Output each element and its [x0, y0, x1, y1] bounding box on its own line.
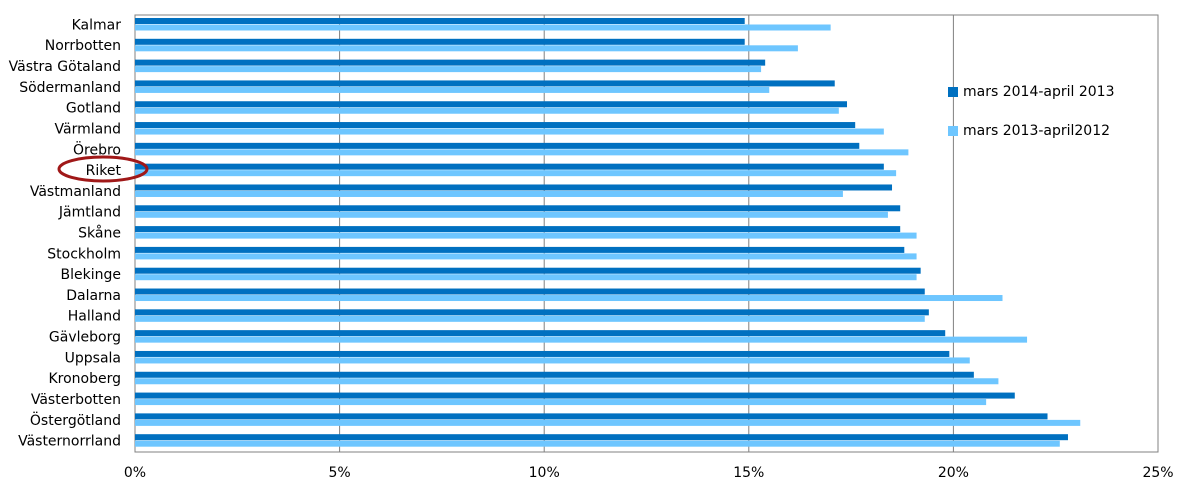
x-tick-label: 5%	[328, 465, 350, 481]
bar	[135, 211, 888, 218]
bar	[135, 315, 925, 322]
x-tick-label: 15%	[733, 465, 764, 481]
y-tick-label: Gotland	[66, 101, 121, 117]
bar	[135, 267, 921, 274]
bar	[135, 350, 950, 357]
y-tick-label: Värmland	[55, 121, 121, 137]
legend-label: mars 2014-april 2013	[963, 84, 1114, 100]
legend-swatch	[948, 126, 958, 136]
bar	[135, 18, 745, 24]
bar	[135, 378, 999, 385]
y-tick-label: Blekinge	[61, 267, 121, 283]
bar	[135, 330, 946, 337]
bar	[135, 80, 835, 87]
bar	[135, 128, 884, 135]
x-tick-label: 20%	[938, 465, 969, 481]
bar	[135, 371, 974, 378]
bar	[135, 295, 1003, 302]
x-tick-label: 10%	[529, 465, 560, 481]
y-tick-label: Västmanland	[30, 184, 121, 200]
bar	[135, 226, 901, 233]
y-tick-label: Norrbotten	[45, 38, 121, 54]
bar	[135, 45, 798, 52]
highlight-ellipse	[57, 155, 149, 183]
y-tick-label: Södermanland	[19, 80, 121, 96]
bar	[135, 38, 745, 45]
bar	[135, 253, 917, 260]
y-tick-label: Västra Götaland	[9, 59, 121, 75]
y-tick-label: Kronoberg	[48, 371, 121, 387]
bar	[135, 232, 917, 239]
bar	[135, 440, 1060, 447]
bar	[135, 357, 970, 364]
bar	[135, 392, 1015, 399]
bar	[135, 419, 1081, 426]
y-tick-label: Kalmar	[72, 17, 122, 33]
bar	[135, 149, 909, 156]
y-tick-label: Gävleborg	[49, 330, 121, 346]
bar	[135, 170, 897, 177]
bar	[135, 434, 1068, 441]
x-tick-label: 0%	[124, 465, 146, 481]
bar	[135, 122, 856, 129]
bar	[135, 288, 925, 295]
bar	[135, 86, 770, 93]
bar	[135, 66, 762, 73]
y-tick-label: Uppsala	[65, 350, 121, 366]
legend-label: mars 2013-april2012	[963, 123, 1110, 139]
bar	[135, 142, 860, 149]
y-tick-label: Riket	[86, 163, 122, 179]
bar	[135, 190, 843, 197]
bar	[135, 184, 893, 191]
x-tick-label: 25%	[1142, 465, 1173, 481]
y-tick-label: Skåne	[78, 225, 121, 242]
bar	[135, 59, 766, 66]
bar	[135, 101, 848, 108]
y-tick-label: Stockholm	[47, 246, 121, 262]
bar	[135, 309, 929, 316]
y-tick-label: Jämtland	[58, 205, 121, 221]
bar	[135, 107, 839, 114]
bar	[135, 336, 1028, 343]
bar	[135, 413, 1048, 420]
y-tick-label: Dalarna	[66, 288, 121, 304]
y-tick-label: Örebro	[73, 140, 121, 158]
bar	[135, 274, 917, 281]
y-tick-label: Västerbotten	[31, 392, 121, 408]
bar	[135, 399, 987, 406]
bar	[135, 24, 831, 31]
y-tick-label: Halland	[68, 309, 121, 325]
legend-swatch	[948, 87, 958, 97]
y-tick-label: Östergötland	[30, 411, 121, 429]
bar	[135, 163, 884, 170]
bar	[135, 205, 901, 212]
bar	[135, 246, 905, 253]
y-tick-label: Västernorrland	[18, 434, 121, 450]
